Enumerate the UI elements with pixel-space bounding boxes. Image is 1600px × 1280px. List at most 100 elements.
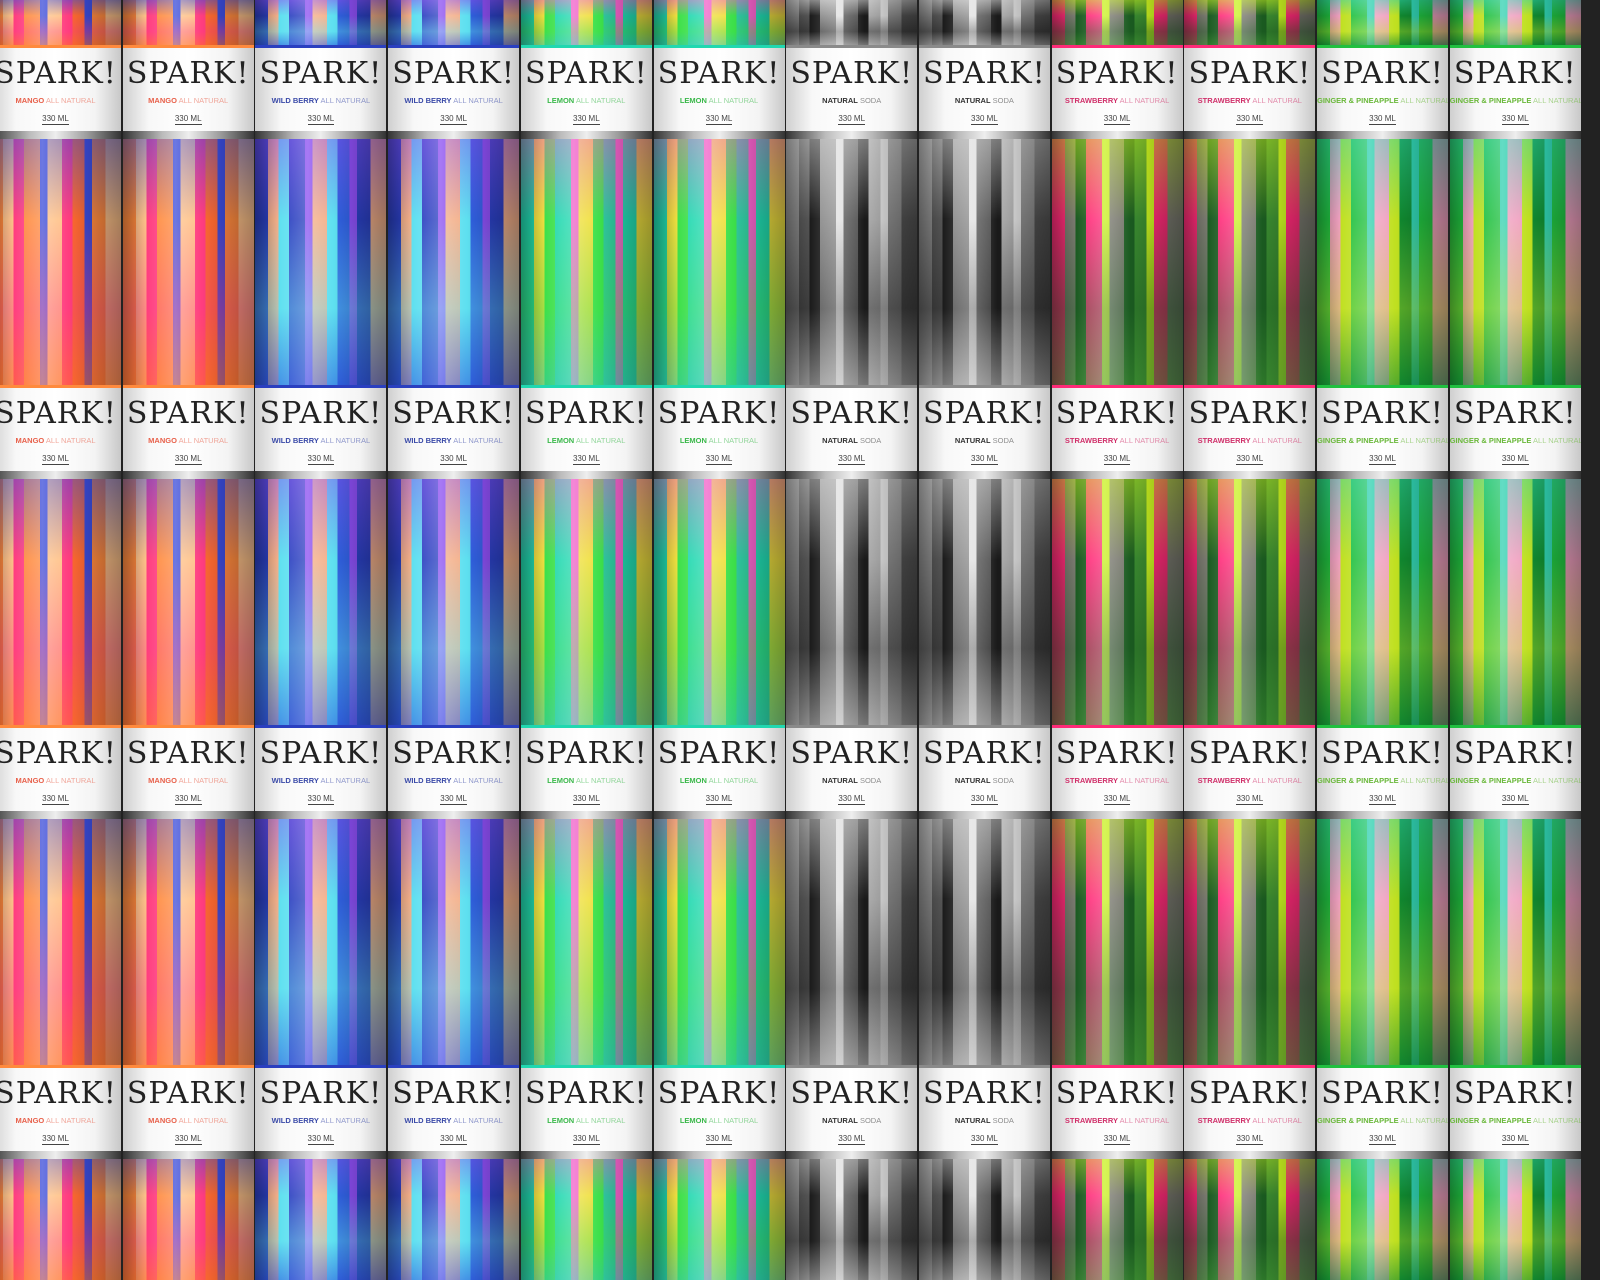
volume: 330 ML — [1103, 454, 1131, 465]
can-body — [1184, 810, 1316, 1065]
flavor-tagline: ALL NATURAL — [1252, 436, 1302, 445]
can-body — [1184, 1150, 1316, 1280]
flavor-tagline: ALL NATURAL — [1119, 1116, 1170, 1125]
can-body — [388, 1150, 520, 1280]
can-body — [786, 130, 918, 385]
can-rim — [918, 129, 1050, 139]
can-rim — [1051, 469, 1183, 479]
can-rim — [653, 469, 785, 479]
can-body — [122, 810, 254, 1065]
flavor-tagline: ALL NATURAL — [575, 96, 626, 105]
volume: 330 ML — [1236, 454, 1264, 465]
volume: 330 ML — [307, 1134, 335, 1145]
can-body — [786, 810, 918, 1065]
volume: 330 ML — [440, 114, 467, 125]
can-rim — [1449, 1149, 1581, 1159]
flavor-tagline: ALL NATURAL — [1252, 96, 1302, 105]
flavor-tagline: ALL NATURAL — [1533, 96, 1581, 105]
can-body — [1317, 810, 1448, 1065]
can-rim — [1184, 809, 1316, 819]
flavor-name: LEMON — [547, 1116, 575, 1125]
can-body — [653, 810, 785, 1065]
can-label: SPARK! LEMON ALL NATURAL 330 ML — [520, 1065, 652, 1151]
brand-logo: SPARK! — [0, 396, 117, 431]
flavor-line: NATURAL SODA — [919, 436, 1050, 445]
flavor-tagline: ALL NATURAL — [1252, 1116, 1302, 1125]
flavor-name: STRAWBERRY — [1197, 1116, 1251, 1125]
flavor-line: WILD BERRY ALL NATURAL — [255, 1116, 386, 1125]
volume: 330 ML — [440, 454, 467, 465]
brand-logo: SPARK! — [392, 396, 515, 431]
flavor-line: NATURAL SODA — [786, 776, 917, 785]
can-rim — [520, 1149, 652, 1159]
can-label: SPARK! NATURAL SODA 330 ML — [786, 725, 918, 811]
flavor-tagline: ALL NATURAL — [320, 436, 371, 445]
can-label: SPARK! WILD BERRY ALL NATURAL 330 ML — [255, 1065, 387, 1151]
flavor-name: WILD BERRY — [271, 96, 319, 105]
flavor-name: NATURAL — [822, 1116, 858, 1125]
can-column-strawberry: SPARK! STRAWBERRY ALL NATURAL 330 ML SPAR… — [1184, 0, 1316, 1280]
can-label: SPARK! GINGER & PINEAPPLE ALL NATURAL 33… — [1449, 1065, 1581, 1151]
can-label: SPARK! STRAWBERRY ALL NATURAL 330 ML — [1184, 385, 1316, 471]
volume: 330 ML — [838, 794, 866, 805]
volume: 330 ML — [1369, 454, 1396, 465]
flavor-tagline: ALL NATURAL — [575, 436, 626, 445]
flavor-line: GINGER & PINEAPPLE ALL NATURAL — [1450, 1116, 1581, 1125]
flavor-name: NATURAL — [954, 1116, 991, 1125]
can-body — [1449, 1150, 1581, 1280]
flavor-tagline: ALL NATURAL — [708, 96, 759, 105]
can-label: SPARK! WILD BERRY ALL NATURAL 330 ML — [255, 385, 387, 471]
can-label: SPARK! MANGO ALL NATURAL 330 ML — [0, 45, 121, 131]
volume: 330 ML — [838, 454, 866, 465]
flavor-line: NATURAL SODA — [919, 776, 1050, 785]
can-rim — [0, 1149, 121, 1159]
can-column-ginger-pineapple: SPARK! GINGER & PINEAPPLE ALL NATURAL 33… — [1449, 0, 1581, 1280]
flavor-name: WILD BERRY — [404, 1116, 452, 1125]
can-rim — [255, 129, 387, 139]
can-label: SPARK! MANGO ALL NATURAL 330 ML — [0, 725, 121, 811]
can-rim — [1184, 1149, 1316, 1159]
volume: 330 ML — [1236, 1134, 1264, 1145]
can-rim — [1449, 469, 1581, 479]
brand-logo: SPARK! — [923, 736, 1046, 771]
brand-logo: SPARK! — [1055, 736, 1179, 771]
flavor-tagline: ALL NATURAL — [1400, 1116, 1448, 1125]
flavor-tagline: ALL NATURAL — [575, 776, 626, 785]
can-body — [786, 470, 918, 725]
flavor-name: GINGER & PINEAPPLE — [1317, 96, 1399, 105]
can-body — [653, 130, 785, 385]
volume: 330 ML — [971, 114, 998, 125]
brand-logo: SPARK! — [126, 736, 250, 771]
volume: 330 ML — [174, 1134, 202, 1145]
volume: 330 ML — [971, 794, 998, 805]
can-label: SPARK! LEMON ALL NATURAL 330 ML — [520, 45, 652, 131]
flavor-line: MANGO ALL NATURAL — [123, 776, 254, 785]
can-rim — [520, 809, 652, 819]
flavor-name: MANGO — [15, 1116, 45, 1125]
can-body — [1317, 130, 1448, 385]
brand-logo: SPARK! — [1453, 736, 1577, 771]
brand-logo: SPARK! — [1188, 396, 1312, 431]
can-body — [1317, 1150, 1448, 1280]
can-body — [653, 470, 785, 725]
flavor-tagline: ALL NATURAL — [1533, 436, 1581, 445]
can-rim — [122, 1149, 254, 1159]
flavor-line: LEMON ALL NATURAL — [654, 96, 785, 105]
flavor-name: GINGER & PINEAPPLE — [1449, 776, 1532, 785]
flavor-line: GINGER & PINEAPPLE ALL NATURAL — [1450, 96, 1581, 105]
can-body — [1051, 0, 1183, 45]
flavor-tagline: ALL NATURAL — [1252, 776, 1302, 785]
flavor-line: WILD BERRY ALL NATURAL — [388, 1116, 519, 1125]
can-label: SPARK! WILD BERRY ALL NATURAL 330 ML — [255, 45, 387, 131]
brand-logo: SPARK! — [657, 1076, 781, 1111]
flavor-name: GINGER & PINEAPPLE — [1449, 436, 1532, 445]
volume: 330 ML — [1236, 114, 1264, 125]
can-column-natural: SPARK! NATURAL SODA 330 ML SPARK! NATURAL… — [918, 0, 1050, 1280]
brand-logo: SPARK! — [392, 736, 515, 771]
can-label: SPARK! STRAWBERRY ALL NATURAL 330 ML — [1051, 725, 1183, 811]
can-label: SPARK! STRAWBERRY ALL NATURAL 330 ML — [1051, 45, 1183, 131]
volume: 330 ML — [42, 114, 69, 125]
flavor-name: NATURAL — [954, 776, 991, 785]
can-label: SPARK! GINGER & PINEAPPLE ALL NATURAL 33… — [1317, 725, 1448, 811]
